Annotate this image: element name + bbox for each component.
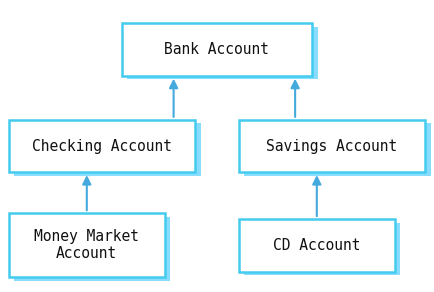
FancyBboxPatch shape — [239, 219, 395, 272]
Text: Checking Account: Checking Account — [32, 138, 172, 154]
Text: Money Market
Account: Money Market Account — [34, 229, 139, 261]
FancyBboxPatch shape — [244, 123, 431, 176]
FancyBboxPatch shape — [244, 223, 400, 275]
FancyBboxPatch shape — [9, 120, 195, 172]
Text: CD Account: CD Account — [273, 238, 361, 253]
FancyBboxPatch shape — [14, 123, 201, 176]
Text: Bank Account: Bank Account — [164, 42, 270, 57]
FancyBboxPatch shape — [14, 217, 170, 281]
FancyBboxPatch shape — [127, 27, 318, 79]
FancyBboxPatch shape — [122, 23, 312, 76]
FancyBboxPatch shape — [239, 120, 425, 172]
Text: Savings Account: Savings Account — [266, 138, 398, 154]
FancyBboxPatch shape — [9, 213, 165, 277]
